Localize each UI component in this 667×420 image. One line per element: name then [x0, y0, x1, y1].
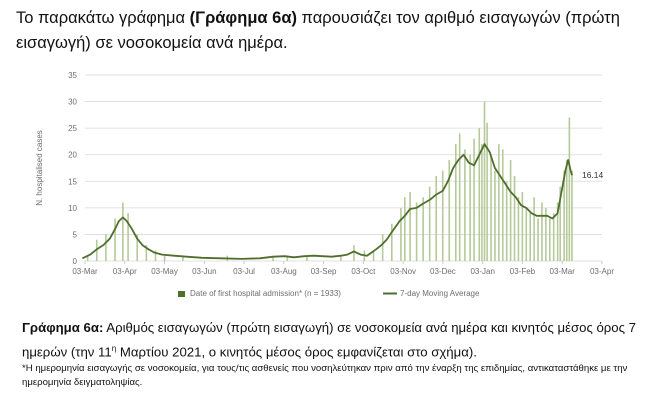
bar: [494, 170, 496, 261]
bar: [537, 218, 539, 261]
intro-figure-ref: (Γράφημα 6α): [189, 9, 297, 27]
bar: [306, 255, 308, 261]
bar: [478, 128, 481, 261]
footnote: *Η ημερομηνία εισαγωγής σε νοσοκομεία, γ…: [22, 363, 628, 388]
x-tick-label: 03-Feb: [510, 267, 536, 276]
bar: [409, 191, 411, 261]
x-tick-label: 03-Apr: [590, 267, 614, 276]
intro-text-1: Το παρακάτω γράφημα: [16, 9, 190, 27]
bar: [422, 197, 424, 261]
bar: [568, 117, 571, 261]
bar: [114, 218, 116, 261]
bar: [435, 175, 437, 261]
bar: [163, 255, 166, 261]
bar: [517, 197, 520, 261]
x-tick-label: 03-Nov: [390, 267, 416, 276]
y-tick-label: 25: [68, 124, 77, 133]
bar: [86, 255, 89, 261]
x-tick-label: 03-Aug: [271, 267, 297, 276]
x-tick-label: 03-Dec: [430, 267, 456, 276]
caption-superscript: η: [111, 344, 117, 353]
bar: [454, 144, 457, 261]
bar: [122, 202, 124, 261]
bar: [473, 138, 475, 261]
bar: [505, 181, 508, 261]
y-tick-label: 20: [68, 151, 77, 160]
bar: [286, 255, 289, 261]
bar: [182, 255, 184, 261]
x-tick-label: 03-May: [151, 267, 178, 276]
bar: [415, 202, 418, 261]
bar: [559, 186, 562, 261]
moving-average-line: [82, 143, 573, 260]
caption-label: Γράφημα 6α:: [22, 320, 104, 335]
bar: [541, 202, 543, 261]
bar: [340, 255, 342, 261]
intro-text-2: παρουσιάζει τον αριθμό εισαγωγών (πρώτη …: [16, 9, 620, 52]
bar: [448, 160, 451, 261]
bar: [486, 122, 488, 261]
intro-paragraph: Το παρακάτω γράφημα (Γράφημα 6α) παρουσι…: [16, 6, 656, 56]
bar: [458, 133, 461, 261]
y-tick-label: 15: [68, 177, 77, 186]
bar: [533, 197, 535, 261]
caption-text-2: Μαρτίου 2021, ο κινητός μέσος όρος εμφαν…: [116, 344, 477, 360]
y-tick-label: 0: [73, 257, 78, 266]
moving-average-value-label: 16.14: [582, 170, 604, 180]
y-tick-label: 30: [68, 98, 77, 107]
bar: [469, 154, 471, 261]
bar: [545, 207, 547, 261]
bar: [127, 213, 129, 261]
bar: [154, 250, 157, 261]
bar: [509, 160, 512, 261]
bar: [521, 191, 524, 261]
bar: [529, 213, 531, 261]
bar: [136, 234, 139, 261]
bar: [513, 175, 516, 261]
legend-swatch-bars: [178, 291, 185, 297]
bar: [548, 218, 551, 261]
x-tick-label: 03-Mar: [550, 267, 576, 276]
caption-text-1: Αριθμός εισαγωγών (πρώτη εισαγωγή) σε νο…: [22, 320, 636, 360]
bar: [481, 144, 483, 261]
y-axis-label: N. hospitalised cases: [35, 130, 44, 206]
bar: [552, 213, 555, 261]
bar: [441, 170, 444, 261]
legend-label-bars: Date of first hospital admission* (n = 1…: [190, 289, 341, 298]
bar: [498, 144, 500, 261]
bar: [571, 170, 573, 261]
bar: [145, 245, 148, 261]
legend-label-line: 7-day Moving Average: [400, 289, 480, 298]
y-tick-label: 10: [68, 204, 77, 213]
bar: [464, 149, 466, 261]
bar: [272, 255, 274, 261]
y-tick-label: 35: [68, 71, 77, 80]
x-tick-label: 03-Apr: [113, 267, 137, 276]
x-tick-label: 03-Sep: [311, 267, 337, 276]
figure-caption: Γράφημα 6α: Αριθμός εισαγωγών (πρώτη εισ…: [22, 317, 652, 362]
bar: [372, 250, 375, 261]
bar: [525, 207, 528, 261]
x-tick-label: 03-Jan: [470, 267, 494, 276]
bar: [391, 223, 393, 261]
bar: [428, 186, 431, 261]
bar: [563, 170, 565, 261]
y-tick-label: 5: [73, 230, 78, 239]
x-tick-label: 03-Jun: [192, 267, 216, 276]
x-tick-label: 03-Mar: [72, 267, 98, 276]
hospital-admissions-chart: 0 5 10 15 20 25 30 35 03-Mar 03-Apr 03-May 03-Jun 03…: [35, 71, 614, 298]
bar: [105, 234, 107, 261]
bar: [556, 202, 559, 261]
bar: [501, 149, 504, 261]
bar: [400, 207, 402, 261]
x-tick-label: 03-Jul: [233, 267, 255, 276]
bar: [353, 245, 355, 261]
bar: [490, 154, 492, 261]
bar: [565, 160, 568, 261]
x-tick-label: 03-Oct: [351, 267, 376, 276]
bar: [381, 234, 384, 261]
bar: [483, 101, 486, 261]
bar: [404, 197, 406, 261]
